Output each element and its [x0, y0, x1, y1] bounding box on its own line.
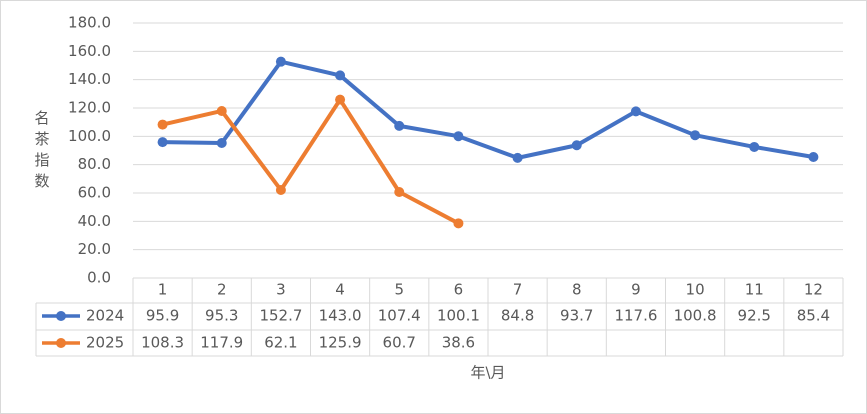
x-tick-label: 4	[335, 281, 345, 299]
table-value: 95.9	[146, 307, 179, 325]
series-line	[162, 59, 814, 160]
y-tick-label: 80.0	[78, 155, 111, 173]
table-value: 143.0	[319, 307, 362, 325]
point	[690, 130, 701, 141]
table-value: 152.7	[259, 307, 302, 325]
point	[157, 137, 168, 148]
y-tick-label: 0.0	[87, 269, 111, 287]
legend-label: 2025	[86, 334, 124, 352]
x-tick-label: 7	[513, 281, 523, 299]
point	[394, 187, 405, 198]
table-value: 95.3	[205, 307, 238, 325]
point	[335, 70, 346, 81]
y-axis-title-char: 茶	[34, 130, 49, 148]
point	[335, 94, 346, 105]
table-value: 100.8	[674, 307, 717, 325]
point	[453, 131, 464, 142]
table-value: 62.1	[264, 334, 297, 352]
x-tick-label: 10	[686, 281, 705, 299]
point	[453, 218, 464, 229]
y-tick-label: 100.0	[68, 127, 111, 145]
table-value: 84.8	[501, 307, 534, 325]
x-tick-label: 12	[804, 281, 823, 299]
table-value: 85.4	[797, 307, 830, 325]
table-value: 117.9	[200, 334, 243, 352]
x-tick-label: 5	[394, 281, 404, 299]
point	[630, 106, 641, 117]
x-tick-label: 8	[572, 281, 582, 299]
x-tick-label: 9	[631, 281, 641, 299]
y-axis-title-char: 名	[34, 109, 49, 127]
table-value: 60.7	[383, 334, 416, 352]
table-value: 125.9	[319, 334, 362, 352]
y-axis-title-char: 数	[34, 172, 49, 190]
point	[808, 152, 819, 163]
y-tick-label: 180.0	[68, 14, 111, 32]
y-tick-label: 120.0	[68, 99, 111, 117]
x-axis-title: 年\月	[470, 364, 505, 382]
y-tick-label: 140.0	[68, 70, 111, 88]
table-value: 38.6	[442, 334, 475, 352]
table-value: 93.7	[560, 307, 593, 325]
table-value: 108.3	[141, 334, 184, 352]
y-tick-label: 160.0	[68, 42, 111, 60]
point	[571, 140, 582, 151]
legend-marker	[56, 338, 66, 348]
x-tick-label: 3	[276, 281, 286, 299]
point	[275, 56, 286, 67]
point	[394, 120, 405, 131]
point	[216, 105, 227, 116]
table-value: 92.5	[738, 307, 771, 325]
legend-marker	[56, 311, 66, 321]
point	[512, 152, 523, 163]
y-tick-label: 40.0	[78, 212, 111, 230]
table-value: 117.6	[614, 307, 657, 325]
point	[275, 185, 286, 196]
y-axis-title: 名茶指数	[34, 109, 49, 190]
y-axis-title-char: 指	[34, 151, 49, 169]
legend-label: 2024	[86, 307, 124, 325]
table-value: 100.1	[437, 307, 480, 325]
series-line	[162, 97, 460, 226]
point	[216, 137, 227, 148]
table-value: 107.4	[378, 307, 421, 325]
x-tick-label: 6	[454, 281, 464, 299]
x-tick-label: 11	[745, 281, 764, 299]
y-tick-label: 20.0	[78, 240, 111, 258]
x-tick-label: 2	[217, 281, 227, 299]
point	[157, 119, 168, 130]
x-tick-label: 1	[158, 281, 168, 299]
point	[749, 141, 760, 152]
y-tick-label: 60.0	[78, 184, 111, 202]
